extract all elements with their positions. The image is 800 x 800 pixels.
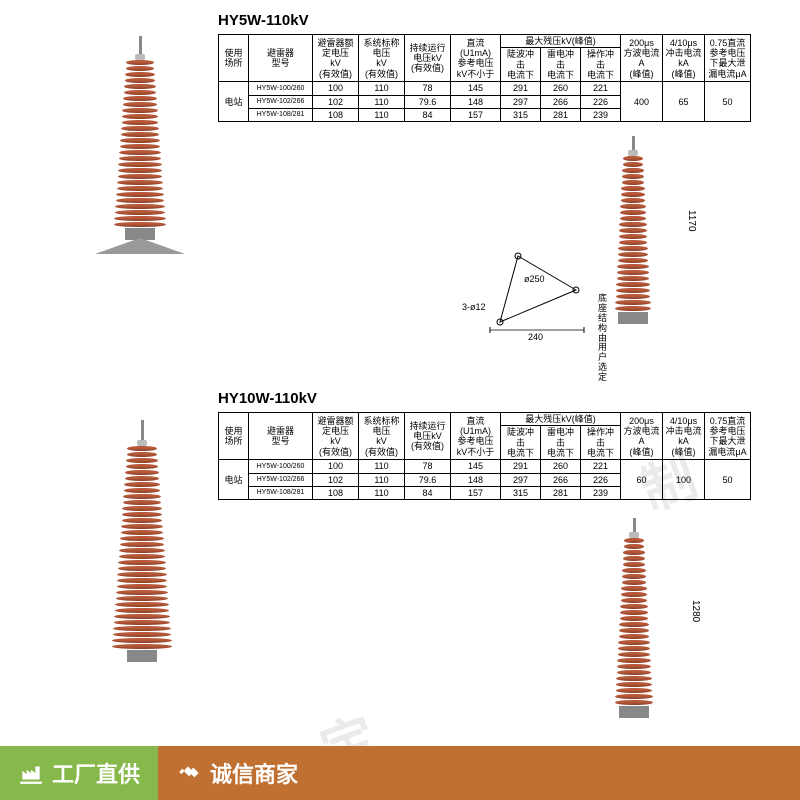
spec-table-hy5w: 使用场所避雷器型号避雷器额定电压kV(有效值)系统标称电压kV(有效值)持续运行… (218, 34, 751, 122)
arrester-hy10w-left (112, 420, 172, 662)
page-root: HY5W-110kV 1170 ø250 3-ø12 240 底座结构由用户选定… (0, 0, 800, 800)
section1-title: HY5W-110kV (218, 12, 309, 29)
arrester-hy10w-right (615, 518, 653, 718)
section2-title: HY10W-110kV (218, 390, 317, 407)
base-plate-diagram: ø250 3-ø12 240 底座结构由用户选定 (480, 250, 600, 345)
dim-height-1: 1170 (686, 210, 697, 232)
base-note: 底座结构由用户选定 (598, 294, 607, 383)
dim-height-2: 1280 (690, 600, 701, 622)
spec-table-hy10w: 使用场所避雷器型号避雷器额定电压kV(有效值)系统标称电压kV(有效值)持续运行… (218, 412, 751, 500)
dim-a: ø250 (524, 274, 545, 284)
footer-right-panel: 诚信商家 (158, 746, 800, 800)
dim-hole: 3-ø12 (462, 302, 486, 312)
footer-bar: 工厂直供 诚信商家 (0, 746, 800, 800)
arrester-hy5w-left (95, 36, 185, 256)
handshake-icon (176, 760, 202, 786)
footer-right-text: 诚信商家 (210, 757, 298, 789)
footer-left-panel: 工厂直供 (0, 746, 158, 800)
factory-icon (18, 760, 44, 786)
dim-b: 240 (528, 332, 543, 342)
arrester-hy5w-right (615, 136, 651, 324)
footer-left-text: 工厂直供 (52, 757, 140, 789)
